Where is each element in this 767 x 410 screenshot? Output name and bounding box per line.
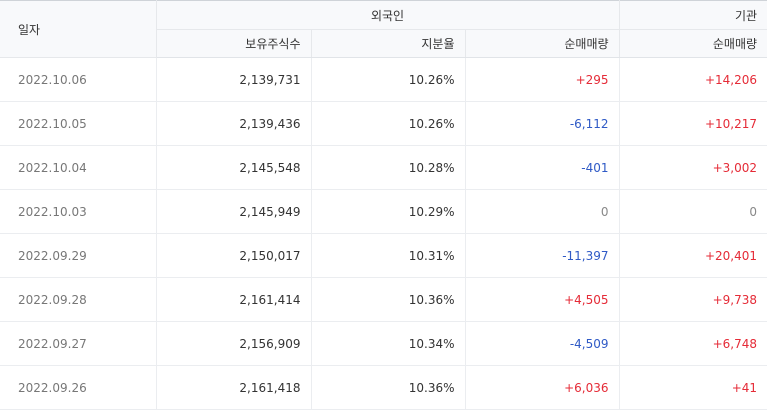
institution-net-column-header: 순매매량 (619, 29, 767, 58)
holdings-cell: 2,145,949 (156, 189, 312, 234)
foreign-net-cell: +4,505 (465, 277, 620, 322)
foreign-net-cell: -401 (465, 145, 620, 190)
holdings-cell: 2,161,418 (156, 365, 312, 410)
table-row: 2022.10.03 2,145,949 10.29% 0 0 (0, 189, 767, 234)
foreign-net-cell: -4,509 (465, 321, 620, 366)
date-cell: 2022.10.04 (0, 145, 157, 190)
foreign-net-column-header: 순매매량 (465, 29, 620, 58)
institution-net-cell: +3,002 (619, 145, 767, 190)
table-header: 일자 외국인 기관 보유주식수 지분율 순매매량 순매매량 (0, 0, 767, 58)
table-row: 2022.09.28 2,161,414 10.36% +4,505 +9,738 (0, 277, 767, 322)
foreign-net-cell: +295 (465, 57, 620, 102)
ratio-cell: 10.36% (311, 365, 466, 410)
ratio-cell: 10.31% (311, 233, 466, 278)
table-body: 2022.10.06 2,139,731 10.26% +295 +14,206 2022… (0, 57, 767, 410)
holdings-cell: 2,156,909 (156, 321, 312, 366)
institution-net-cell: +9,738 (619, 277, 767, 322)
date-cell: 2022.09.26 (0, 365, 157, 410)
holdings-cell: 2,150,017 (156, 233, 312, 278)
foreign-net-cell: -6,112 (465, 101, 620, 146)
date-cell: 2022.09.27 (0, 321, 157, 366)
institution-net-cell: +14,206 (619, 57, 767, 102)
date-cell: 2022.10.03 (0, 189, 157, 234)
date-column-header: 일자 (0, 0, 157, 58)
ratio-cell: 10.34% (311, 321, 466, 366)
ratio-cell: 10.36% (311, 277, 466, 322)
table-row: 2022.09.26 2,161,418 10.36% +6,036 +41 (0, 365, 767, 410)
ratio-cell: 10.28% (311, 145, 466, 190)
holdings-column-header: 보유주식수 (156, 29, 312, 58)
foreign-net-cell: -11,397 (465, 233, 620, 278)
table-row: 2022.09.27 2,156,909 10.34% -4,509 +6,748 (0, 321, 767, 366)
ratio-cell: 10.29% (311, 189, 466, 234)
date-cell: 2022.09.29 (0, 233, 157, 278)
institution-net-cell: 0 (619, 189, 767, 234)
date-cell: 2022.09.28 (0, 277, 157, 322)
foreign-group-header: 외국인 (156, 0, 620, 30)
table-row: 2022.09.29 2,150,017 10.31% -11,397 +20,401 (0, 233, 767, 278)
ratio-cell: 10.26% (311, 57, 466, 102)
holdings-cell: 2,145,548 (156, 145, 312, 190)
table-row: 2022.10.05 2,139,436 10.26% -6,112 +10,217 (0, 101, 767, 146)
date-cell: 2022.10.05 (0, 101, 157, 146)
table-row: 2022.10.04 2,145,548 10.28% -401 +3,002 (0, 145, 767, 190)
ratio-column-header: 지분율 (311, 29, 466, 58)
date-cell: 2022.10.06 (0, 57, 157, 102)
table-row: 2022.10.06 2,139,731 10.26% +295 +14,206 (0, 57, 767, 102)
ratio-cell: 10.26% (311, 101, 466, 146)
institution-net-cell: +41 (619, 365, 767, 410)
holdings-cell: 2,139,731 (156, 57, 312, 102)
foreign-net-cell: +6,036 (465, 365, 620, 410)
holdings-cell: 2,161,414 (156, 277, 312, 322)
holdings-cell: 2,139,436 (156, 101, 312, 146)
institution-net-cell: +6,748 (619, 321, 767, 366)
institution-net-cell: +10,217 (619, 101, 767, 146)
foreign-net-cell: 0 (465, 189, 620, 234)
institution-group-header: 기관 (619, 0, 767, 30)
institution-net-cell: +20,401 (619, 233, 767, 278)
